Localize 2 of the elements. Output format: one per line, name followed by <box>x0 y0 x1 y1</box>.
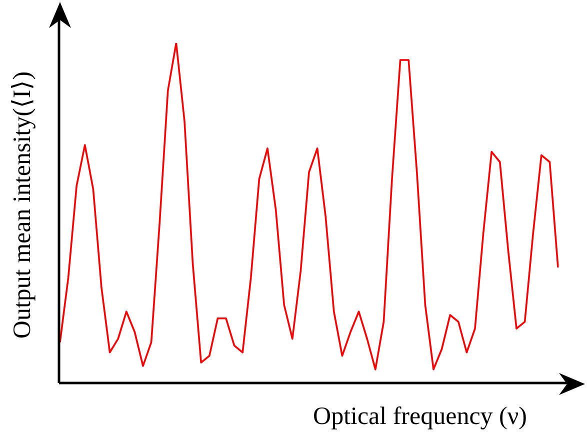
y-axis-title: Output mean intensity(⟨I⟩) <box>8 70 37 341</box>
x-axis-title: Optical frequency (ν) <box>313 403 527 431</box>
